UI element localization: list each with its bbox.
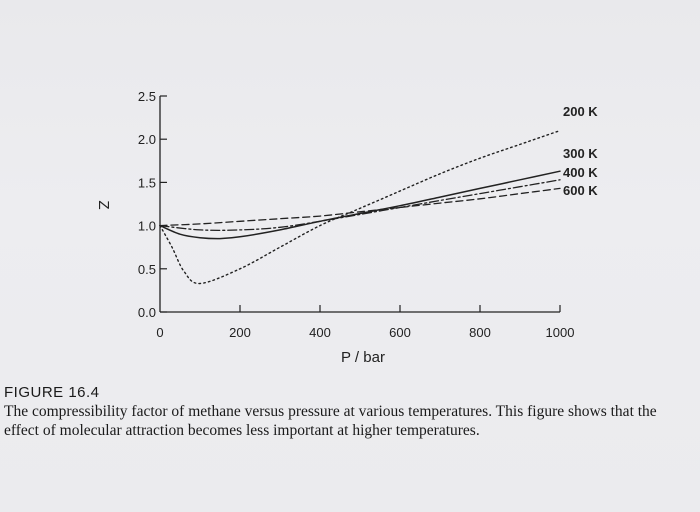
series-label-200-k: 200 K — [563, 104, 598, 119]
y-tick-label: 0.5 — [138, 262, 156, 277]
figure-title: FIGURE 16.4 — [4, 384, 100, 401]
series-label-300-k: 300 K — [563, 146, 598, 161]
x-tick-label: 800 — [469, 325, 491, 340]
y-tick-label: 1.0 — [138, 219, 156, 234]
chart-axes — [159, 95, 561, 313]
x-tick-label: 400 — [309, 325, 331, 340]
y-tick-label: 2.5 — [138, 89, 156, 104]
y-tick-label: 1.5 — [138, 175, 156, 190]
figure-caption: FIGURE 16.4 The compressibility factor o… — [4, 383, 694, 440]
series-line-400-k — [159, 179, 561, 231]
series-line-600-k — [159, 187, 561, 227]
chart-series — [159, 129, 561, 285]
x-axis-label: P / bar — [341, 349, 385, 366]
x-tick-label: 1000 — [546, 325, 575, 340]
x-tick-label: 0 — [156, 325, 163, 340]
chart-labels: 0.0 0.5 1.0 1.5 2.0 2.5 0 200 400 600 800 1000 P / b… — [95, 89, 598, 366]
series-line-200-k — [159, 129, 561, 285]
figure-caption-text: The compressibility factor of methane ve… — [4, 403, 657, 439]
y-axis-label: Z — [95, 200, 112, 209]
y-tick-label: 2.0 — [138, 132, 156, 147]
series-line-300-k — [159, 170, 561, 240]
series-label-600-k: 600 K — [563, 183, 598, 198]
series-label-400-k: 400 K — [563, 165, 598, 180]
y-tick-label: 0.0 — [138, 305, 156, 320]
x-tick-label: 200 — [229, 325, 251, 340]
x-tick-label: 600 — [389, 325, 411, 340]
